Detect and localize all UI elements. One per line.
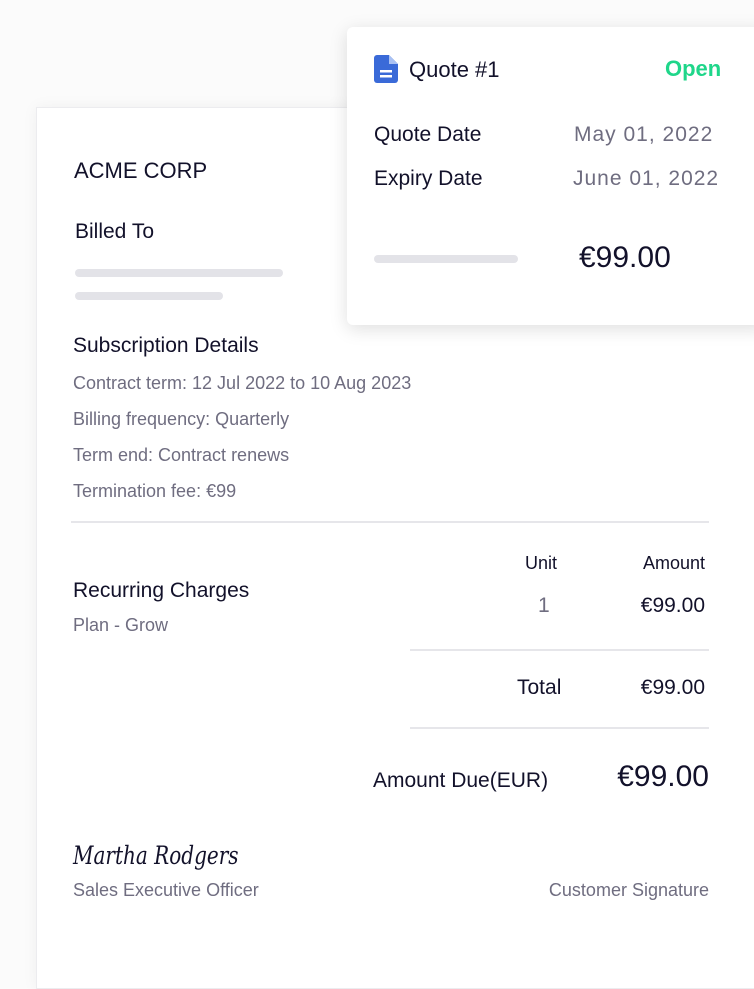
signature-name: Martha Rodgers	[73, 841, 239, 870]
placeholder-bar	[75, 269, 283, 277]
amount-due-currency: (EUR)	[489, 769, 549, 792]
quote-amount: €99.00	[579, 241, 671, 274]
expiry-date-value: June 01, 2022	[573, 167, 720, 190]
signer-title: Sales Executive Officer	[73, 880, 259, 900]
customer-signature-label[interactable]: Customer Signature	[548, 880, 709, 900]
quote-date-label: Quote Date	[374, 123, 482, 146]
divider	[71, 521, 709, 523]
divider	[410, 649, 709, 651]
quote-summary-card[interactable]: Quote #1 Open Quote Date May 01, 2022 Ex…	[347, 27, 754, 325]
term-end: Term end: Contract renews	[73, 445, 290, 465]
total-value: €99.00	[640, 676, 705, 699]
divider	[410, 727, 709, 729]
amount-header: Amount	[642, 553, 705, 573]
expiry-date-label: Expiry Date	[374, 167, 483, 190]
billed-to-label: Billed To	[75, 220, 154, 243]
plan-name: Plan - Grow	[73, 615, 169, 635]
placeholder-bar	[75, 292, 223, 300]
amount-due-text: Amount Due	[373, 769, 490, 792]
quote-title: Quote #1	[409, 57, 500, 82]
company-name: ACME CORP	[74, 158, 208, 183]
subscription-title: Subscription Details	[73, 334, 259, 357]
billing-frequency: Billing frequency: Quarterly	[73, 409, 290, 429]
placeholder-bar	[374, 255, 518, 263]
amount-value: €99.00	[640, 594, 705, 617]
status-badge: Open	[665, 56, 722, 81]
unit-header: Unit	[525, 553, 558, 573]
total-label: Total	[517, 676, 562, 699]
amount-due-label: Amount Due(EUR)	[373, 769, 548, 793]
contract-term: Contract term: 12 Jul 2022 to 10 Aug 202…	[73, 373, 412, 393]
recurring-charges-title: Recurring Charges	[73, 579, 250, 602]
amount-due-value: €99.00	[617, 760, 709, 793]
document-icon	[374, 55, 398, 83]
unit-value: 1	[538, 594, 550, 617]
quote-date-value: May 01, 2022	[574, 123, 714, 146]
termination-fee: Termination fee: €99	[73, 481, 237, 501]
